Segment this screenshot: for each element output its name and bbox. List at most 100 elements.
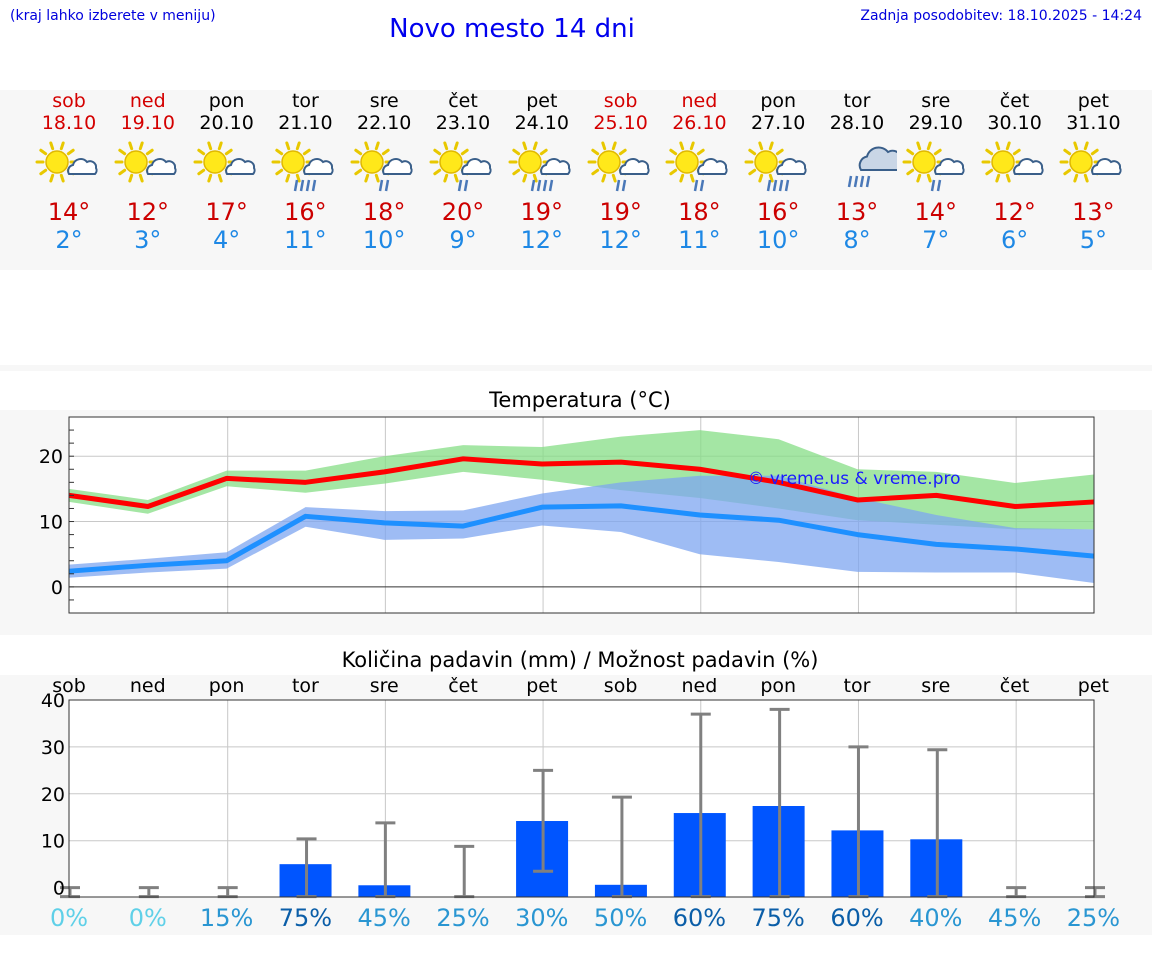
x-tick-label: čet bbox=[999, 675, 1030, 697]
precipitation-probability: 75% bbox=[278, 904, 333, 932]
day-date: 25.10 bbox=[593, 112, 648, 134]
max-temperature: 19° bbox=[599, 198, 642, 226]
min-temperature-line bbox=[68, 503, 1095, 574]
sun-cloud-icon bbox=[29, 136, 109, 196]
location-hint[interactable]: (kraj lahko izberete v meniju) bbox=[10, 8, 216, 24]
precipitation-probability: 50% bbox=[593, 904, 648, 932]
sun-cloud-rain-icon bbox=[738, 136, 818, 196]
day-date: 18.10 bbox=[41, 112, 97, 134]
precipitation-probability: 60% bbox=[830, 904, 884, 932]
max-temperature-line bbox=[68, 456, 1095, 510]
watermark: © vreme.us & vreme.pro bbox=[747, 469, 960, 489]
max-temperature: 16° bbox=[756, 198, 800, 226]
day-date: 21.10 bbox=[278, 112, 333, 134]
day-name: pon bbox=[208, 90, 245, 112]
day-name: sob bbox=[603, 90, 638, 112]
min-temperature-range bbox=[69, 475, 1094, 583]
max-temperature: 18° bbox=[362, 198, 406, 226]
y-tick-label: 10 bbox=[41, 831, 65, 853]
min-temperature: 8° bbox=[843, 226, 871, 254]
y-tick-label: 20 bbox=[39, 446, 63, 468]
forecast-strip bbox=[0, 90, 1152, 270]
x-tick-label: pet bbox=[526, 675, 558, 697]
max-temperature: 20° bbox=[441, 198, 485, 226]
day-name: ned bbox=[681, 90, 718, 112]
day-date: 30.10 bbox=[987, 112, 1042, 134]
sun-cloud-rain-icon bbox=[502, 136, 582, 196]
precipitation-probability: 25% bbox=[436, 904, 490, 932]
min-temperature: 11° bbox=[284, 226, 327, 254]
sun-cloud-icon bbox=[1053, 136, 1133, 196]
day-name: čet bbox=[999, 90, 1030, 112]
precipitation-probability: 15% bbox=[199, 904, 254, 932]
day-name: sob bbox=[52, 90, 86, 112]
x-tick-label: ned bbox=[129, 675, 166, 697]
day-date: 31.10 bbox=[1066, 112, 1121, 134]
min-temperature: 11° bbox=[678, 226, 721, 254]
precipitation-probability: 45% bbox=[357, 904, 411, 932]
y-tick-label: 0 bbox=[53, 878, 65, 900]
min-temperature: 6° bbox=[1000, 226, 1029, 254]
day-date: 29.10 bbox=[908, 112, 963, 134]
min-temperature: 7° bbox=[922, 226, 950, 254]
max-temperature: 19° bbox=[520, 198, 564, 226]
sun-cloud-icon bbox=[975, 136, 1055, 196]
day-name: tor bbox=[291, 90, 319, 112]
x-tick-label: sre bbox=[369, 675, 399, 697]
day-date: 26.10 bbox=[672, 112, 727, 134]
min-temperature: 10° bbox=[362, 226, 406, 254]
sun-cloud-icon bbox=[187, 136, 267, 196]
day-name: pet bbox=[526, 90, 558, 112]
x-tick-label: tor bbox=[291, 675, 319, 697]
separator bbox=[0, 365, 1152, 371]
precipitation-chart-title: Količina padavin (mm) / Možnost padavin … bbox=[341, 648, 819, 672]
min-temperature: 5° bbox=[1079, 226, 1108, 254]
page-title: Novo mesto 14 dni bbox=[389, 14, 635, 44]
day-date: 20.10 bbox=[199, 112, 254, 134]
max-temperature: 13° bbox=[835, 198, 879, 226]
sun-cloud-light-rain-icon bbox=[423, 136, 503, 196]
plot-frame bbox=[68, 699, 1095, 898]
day-date: 28.10 bbox=[829, 112, 885, 134]
day-name: pet bbox=[1077, 90, 1109, 112]
x-tick-label: sob bbox=[603, 675, 638, 697]
x-tick-label: sre bbox=[921, 675, 951, 697]
sun-cloud-icon bbox=[108, 136, 188, 196]
sun-cloud-light-rain-icon bbox=[896, 136, 976, 196]
day-date: 24.10 bbox=[514, 112, 569, 134]
precipitation-probability: 0% bbox=[49, 904, 89, 932]
day-date: 27.10 bbox=[750, 112, 806, 134]
precipitation-probability: 45% bbox=[987, 904, 1042, 932]
precipitation-probability: 40% bbox=[909, 904, 963, 932]
precipitation-probability: 0% bbox=[128, 904, 167, 932]
day-name: čet bbox=[448, 90, 478, 112]
y-tick-label: 40 bbox=[41, 690, 65, 712]
x-tick-label: sob bbox=[52, 675, 86, 697]
temperature-chart-title: Temperatura (°C) bbox=[489, 388, 671, 412]
min-temperature: 9° bbox=[449, 226, 477, 254]
x-tick-label: tor bbox=[843, 675, 871, 697]
sun-cloud-light-rain-icon bbox=[659, 136, 739, 196]
day-date: 22.10 bbox=[356, 112, 412, 134]
day-name: ned bbox=[129, 90, 166, 112]
max-temperature: 16° bbox=[284, 198, 327, 226]
min-temperature: 12° bbox=[599, 226, 642, 254]
x-tick-label: pon bbox=[208, 675, 245, 697]
y-tick-label: 0 bbox=[51, 577, 63, 599]
min-temperature: 12° bbox=[520, 226, 564, 254]
precipitation-probability: 60% bbox=[672, 904, 727, 932]
sun-cloud-rain-icon bbox=[265, 136, 345, 196]
x-tick-label: čet bbox=[448, 675, 478, 697]
max-temperature: 17° bbox=[205, 198, 248, 226]
y-tick-label: 30 bbox=[41, 737, 65, 759]
day-name: tor bbox=[843, 90, 871, 112]
max-temperature: 12° bbox=[993, 198, 1036, 226]
x-tick-label: pet bbox=[1077, 675, 1109, 697]
min-temperature: 10° bbox=[756, 226, 800, 254]
last-updated: Zadnja posodobitev: 18.10.2025 - 14:24 bbox=[860, 8, 1142, 24]
max-temperature: 12° bbox=[126, 198, 170, 226]
day-name: sre bbox=[921, 90, 951, 112]
y-tick-label: 20 bbox=[41, 784, 65, 806]
plot-frame bbox=[68, 416, 1095, 614]
